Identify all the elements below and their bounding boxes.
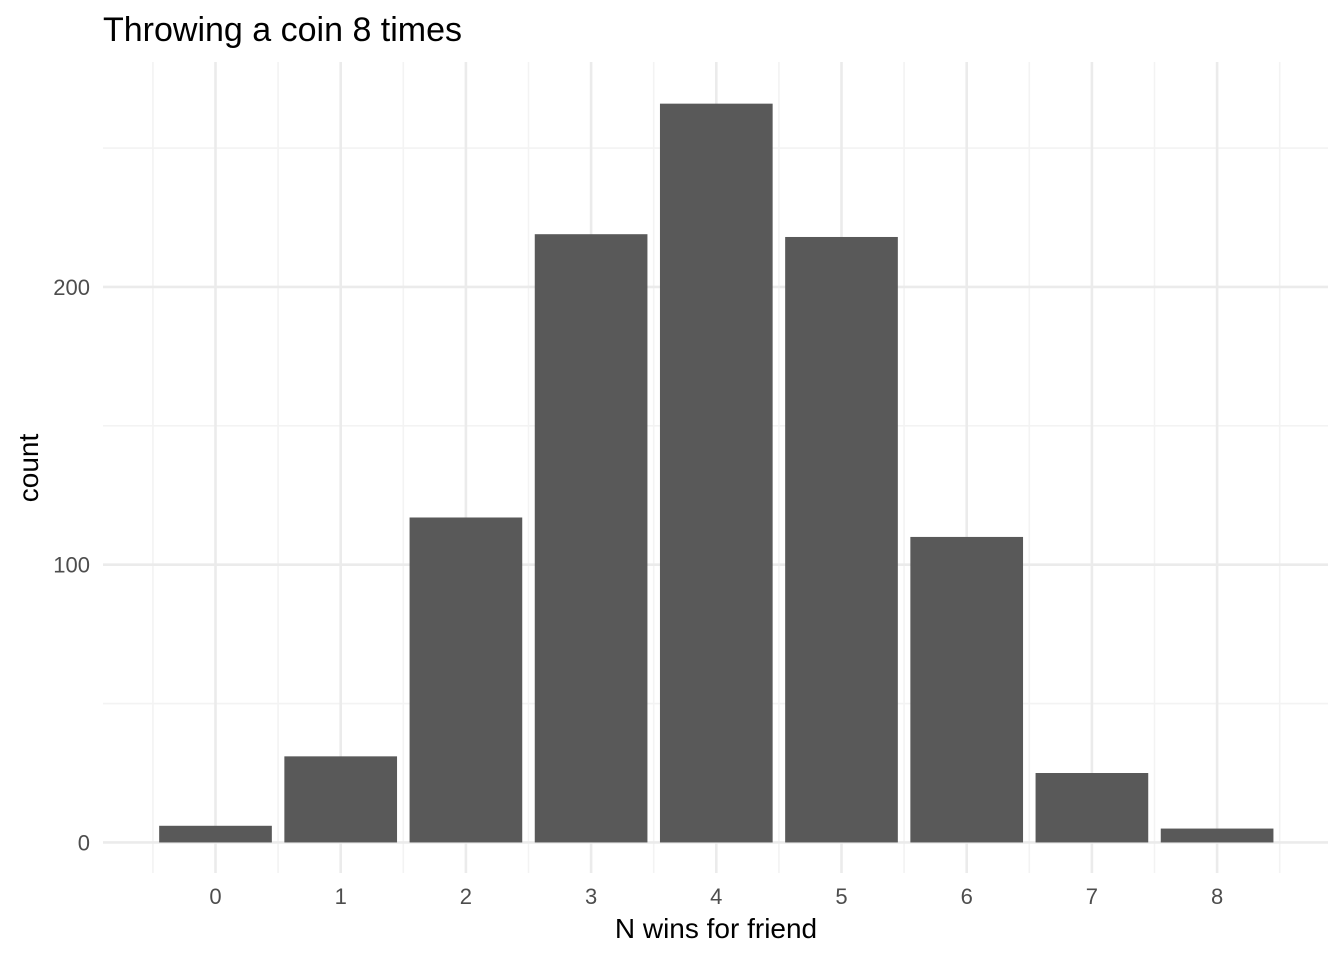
y-axis-title: count [13, 434, 44, 503]
x-tick-label: 5 [835, 884, 847, 909]
x-axis-title: N wins for friend [615, 913, 817, 944]
x-tick-label: 8 [1211, 884, 1223, 909]
bar-6 [910, 536, 1024, 843]
x-tick-label: 6 [961, 884, 973, 909]
x-tick-labels: 0 1 2 3 4 5 6 7 8 [209, 884, 1223, 909]
y-tick-label: 0 [78, 830, 90, 855]
bar-5 [785, 236, 898, 843]
bar-1 [284, 756, 398, 843]
grid-minor [103, 62, 1328, 873]
x-tick-label: 4 [710, 884, 722, 909]
y-tick-label: 200 [53, 275, 90, 300]
bar-7 [1035, 773, 1149, 843]
x-tick-label: 3 [585, 884, 597, 909]
bar-0 [159, 825, 272, 843]
bar-4 [659, 103, 773, 843]
y-tick-labels: 0 100 200 [53, 275, 90, 855]
bar-8 [1160, 828, 1274, 843]
x-tick-label: 7 [1086, 884, 1098, 909]
x-tick-label: 0 [209, 884, 221, 909]
x-tick-label: 1 [335, 884, 347, 909]
bar-3 [534, 234, 648, 843]
bar-2 [409, 517, 523, 843]
y-tick-label: 100 [53, 553, 90, 578]
x-tick-label: 2 [460, 884, 472, 909]
chart-title: Throwing a coin 8 times [103, 11, 462, 49]
bars [159, 103, 1274, 843]
